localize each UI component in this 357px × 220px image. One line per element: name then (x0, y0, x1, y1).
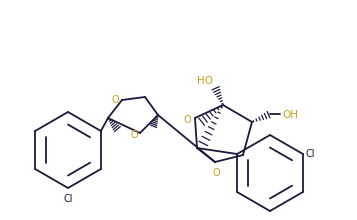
Text: Cl: Cl (306, 149, 315, 159)
Text: Cl: Cl (63, 194, 73, 204)
Text: O: O (183, 115, 191, 125)
Text: HO: HO (197, 76, 213, 86)
Text: O: O (212, 168, 220, 178)
Text: O: O (130, 130, 138, 140)
Text: OH: OH (282, 110, 298, 120)
Text: O: O (111, 95, 119, 105)
